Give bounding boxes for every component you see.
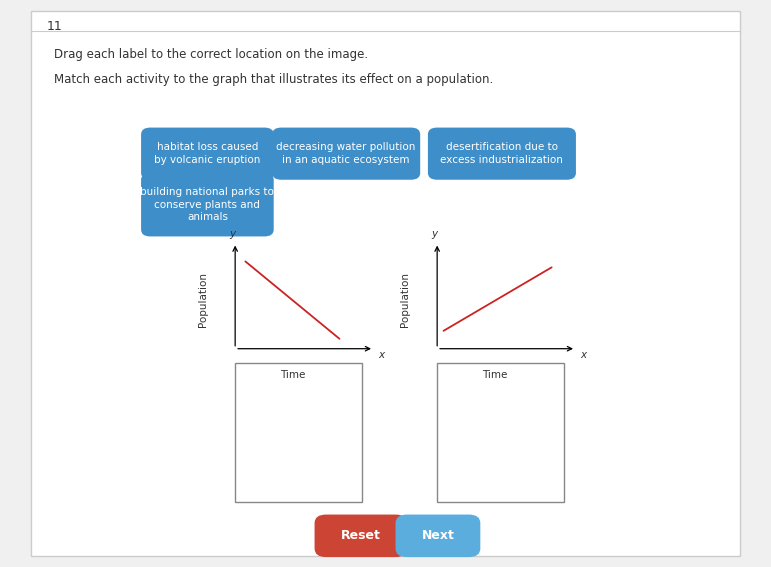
FancyBboxPatch shape — [437, 363, 564, 502]
FancyBboxPatch shape — [141, 173, 274, 236]
Text: Drag each label to the correct location on the image.: Drag each label to the correct location … — [54, 48, 368, 61]
Text: desertification due to
excess industrialization: desertification due to excess industrial… — [440, 142, 564, 165]
FancyBboxPatch shape — [31, 11, 740, 556]
Text: Reset: Reset — [341, 530, 381, 542]
Text: Population: Population — [400, 272, 409, 327]
Text: Time: Time — [482, 370, 507, 380]
Text: y: y — [229, 229, 235, 239]
FancyBboxPatch shape — [235, 363, 362, 502]
FancyBboxPatch shape — [141, 128, 274, 180]
Text: decreasing water pollution
in an aquatic ecosystem: decreasing water pollution in an aquatic… — [277, 142, 416, 165]
Text: building national parks to
conserve plants and
animals: building national parks to conserve plan… — [140, 187, 274, 222]
Text: Match each activity to the graph that illustrates its effect on a population.: Match each activity to the graph that il… — [54, 73, 493, 86]
FancyBboxPatch shape — [396, 515, 480, 557]
Text: Population: Population — [198, 272, 207, 327]
Text: x: x — [580, 350, 586, 360]
Text: 11: 11 — [46, 20, 62, 33]
Text: Time: Time — [280, 370, 305, 380]
Text: y: y — [431, 229, 437, 239]
FancyBboxPatch shape — [428, 128, 576, 180]
Text: x: x — [378, 350, 384, 360]
Text: habitat loss caused
by volcanic eruption: habitat loss caused by volcanic eruption — [154, 142, 261, 165]
Text: Next: Next — [422, 530, 454, 542]
FancyBboxPatch shape — [315, 515, 407, 557]
FancyBboxPatch shape — [272, 128, 420, 180]
